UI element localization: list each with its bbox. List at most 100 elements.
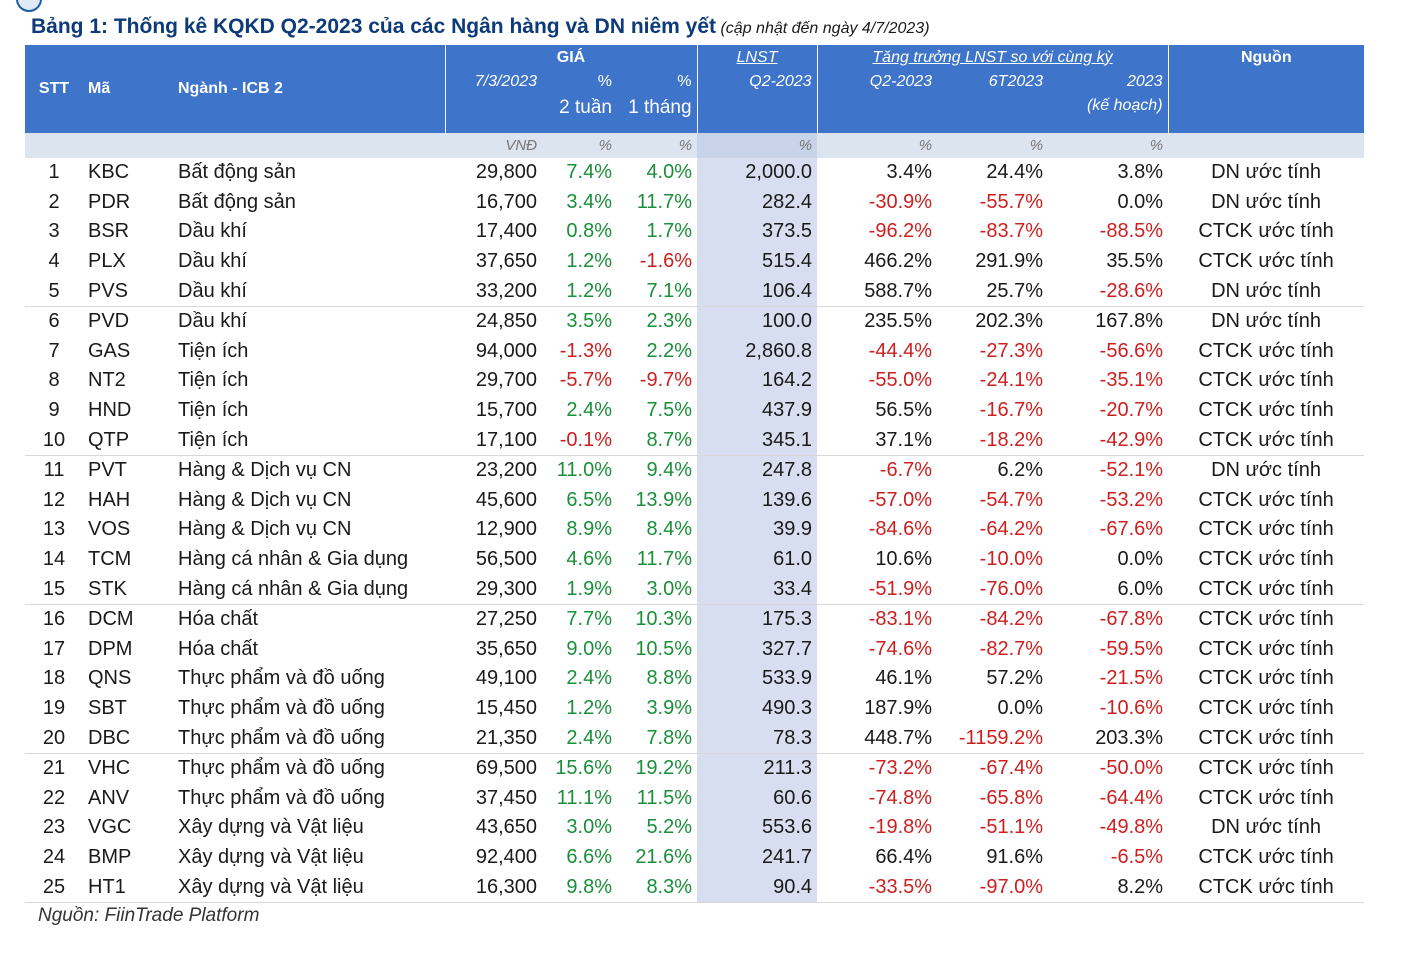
cell-pct-2w: 9.8% [542,872,617,903]
unit-lnst: % [697,133,818,158]
cell-stt: 19 [42,696,66,719]
cell-lnst: 437.9 [697,395,818,426]
cell-gia: 56,500 [475,548,537,571]
cell-nganh: Thực phẩm và đồ uống [178,757,385,780]
unit-p1m: % [617,133,698,158]
cell-stt: 15 [25,574,83,605]
cell-growth-6t: -76.0% [937,574,1049,605]
cell-gia: 17,100 [445,425,542,456]
table-row: 25 HT1 Xây dựng và Vật liệu 16,300 9.8% 8.3% 9… [25,872,1365,903]
cell-growth-6t: -16.7% [979,399,1044,422]
cell-ma: STK [83,574,173,605]
cell-ma: PLX [88,250,126,273]
cell-growth-q2: 588.7% [817,276,938,307]
cell-growth-6t: -55.7% [979,190,1044,213]
cell-nganh: Dầu khí [173,276,445,307]
cell-source: CTCK ước tính [1198,786,1334,809]
header-pct-1m: 1 tháng [617,94,698,133]
header-nganh: Ngành - ICB 2 [173,45,445,133]
cell-pct-2w: 3.5% [566,310,612,333]
cell-gia: 33,200 [445,276,542,307]
cell-growth-2023: 8.2% [1048,872,1169,903]
cell-stt: 18 [42,667,66,690]
cell-stt: 23 [42,816,66,839]
cell-growth-6t: -64.2% [979,518,1044,541]
cell-growth-2023: -10.6% [1099,696,1164,719]
cell-nganh: Tiện ích [178,339,249,362]
cell-growth-q2: -51.9% [817,574,938,605]
cell-pct-2w: 1.2% [566,250,612,273]
cell-ma: VGC [88,816,132,839]
table-body: 1 KBC Bất động sản 29,800 7.4% 4.0% 2,000.0 3.4… [25,158,1365,903]
cell-lnst: 247.8 [697,455,818,486]
cell-nganh: Hàng cá nhân & Gia dụng [178,548,409,571]
header-growth-2023-note: (kế hoạch) [1048,94,1169,133]
table-row: 16 DCM Hóa chất 27,250 7.7% 10.3% 175.3 -83.1% -… [25,604,1364,635]
cell-pct-2w: 7.7% [566,608,612,631]
cell-growth-2023: -52.1% [1099,459,1164,482]
unit-blank [173,133,445,158]
cell-growth-2023: -67.6% [1099,518,1164,541]
cell-source: DN ước tính [1211,190,1321,213]
cell-gia: 37,450 [475,786,537,809]
table-row: 21 VHC Thực phẩm và đồ uống 69,500 15.6% 19.2… [25,753,1364,784]
cell-growth-6t: -18.2% [937,425,1049,456]
table-row: 1 KBC Bất động sản 29,800 7.4% 4.0% 2,000.0 3.4… [25,158,1364,188]
cell-nganh: Xây dựng và Vật liệu [173,872,445,903]
cell-pct-1m: 2.3% [646,310,693,333]
cell-growth-q2: 66.4% [875,845,933,868]
cell-pct-2w: 8.9% [566,518,612,541]
cell-nganh: Hàng & Dịch vụ CN [178,488,352,511]
cell-growth-2023: -64.4% [1099,786,1164,809]
header-pct-2w: 2 tuần [542,94,617,133]
cell-growth-q2: -83.1% [868,608,933,631]
cell-gia: 43,650 [475,816,537,839]
cell-lnst: 175.3 [697,604,818,635]
header-source: Nguồn [1167,45,1365,94]
cell-source: CTCK ước tính [1198,608,1334,631]
cell-growth-2023: -28.6% [1048,276,1169,307]
unit-gq2: % [817,133,938,158]
unit-blank [1168,133,1365,158]
cell-growth-6t: -83.7% [979,220,1044,243]
cell-pct-1m: 8.4% [646,518,693,541]
cell-nganh: Bất động sản [178,190,296,213]
cell-pct-1m: 5.2% [646,816,693,839]
cell-source: CTCK ước tính [1168,872,1365,903]
cell-growth-6t: 0.0% [997,696,1044,719]
table-title: Bảng 1: Thống kê KQKD Q2-2023 của các Ng… [31,15,930,39]
cell-lnst: 327.7 [697,634,818,665]
cell-lnst: 60.6 [697,783,818,814]
cell-growth-2023: -42.9% [1048,425,1169,456]
unit-blank [83,133,173,158]
cell-pct-2w: 9.0% [566,637,612,660]
table-row: 18 QNS Thực phẩm và đồ uống 49,100 2.4% 8.8% 5… [25,664,1364,694]
cell-pct-1m: -9.7% [639,369,693,392]
cell-gia: 29,300 [445,574,542,605]
unit-g6t: % [937,133,1049,158]
header-source-blank [1167,94,1365,133]
table-row: 23 VGC Xây dựng và Vật liệu 43,650 3.0% 5.2% 5… [25,813,1364,843]
cell-source: CTCK ước tính [1168,574,1365,605]
cell-growth-6t: -84.2% [979,608,1044,631]
cell-pct-2w: -0.1% [542,425,617,456]
cell-growth-2023: -35.1% [1099,369,1164,392]
cell-growth-2023: 0.0% [1117,190,1164,213]
cell-source: CTCK ước tính [1198,220,1334,243]
cell-stt: 17 [42,637,66,660]
cell-lnst: 78.3 [697,723,818,754]
cell-nganh: Dầu khí [178,220,247,243]
cell-gia: 15,450 [475,696,537,719]
cell-growth-q2: -57.0% [868,488,933,511]
cell-pct-2w: 15.6% [555,757,612,780]
cell-growth-6t: -54.7% [979,488,1044,511]
cell-growth-6t: -51.1% [979,816,1044,839]
cell-growth-2023: -6.5% [1110,845,1164,868]
cell-stt: 25 [25,872,83,903]
table-row: 20 DBC Thực phẩm và đồ uống 21,350 2.4% 7.8% 7… [25,723,1365,754]
table-row: 14 TCM Hàng cá nhân & Gia dụng 56,500 4.6% 11… [25,544,1364,575]
cell-gia: 35,650 [475,637,537,660]
cell-pct-2w: 7.4% [566,161,612,184]
cell-growth-2023: 203.3% [1048,723,1169,754]
cell-pct-1m: 7.5% [646,399,693,422]
